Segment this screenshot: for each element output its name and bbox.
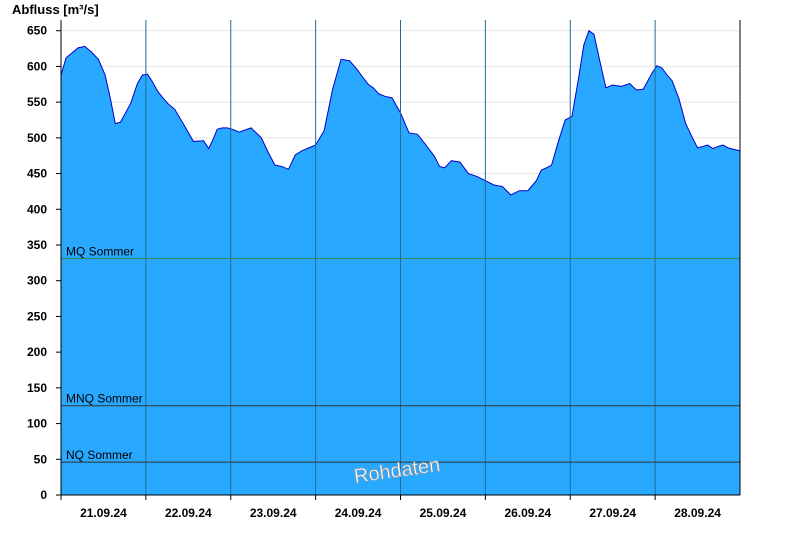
- y-tick-label-350: 350: [27, 238, 47, 252]
- reference-lines: MQ Sommer MNQ Sommer NQ Sommer: [61, 245, 740, 463]
- y-tick-label-400: 400: [27, 202, 47, 216]
- y-tick-label-0: 0: [40, 488, 47, 502]
- reference-label-2: NQ Sommer: [66, 448, 133, 462]
- y-tick-label-500: 500: [27, 131, 47, 145]
- y-tick-label-250: 250: [27, 309, 47, 323]
- x-tick-label-4: 25.09.24: [420, 506, 467, 520]
- reference-label-1: MNQ Sommer: [66, 392, 143, 406]
- day-separators: [145, 20, 656, 495]
- axes: 0 50 100 150 200 250 300 350 400 450 500 550 600 650 2…: [27, 20, 741, 520]
- x-tick-label-5: 26.09.24: [504, 506, 551, 520]
- y-tick-label-50: 50: [34, 452, 48, 466]
- y-axis-label: Abfluss [m³/s]: [12, 2, 99, 17]
- reference-label-0: MQ Sommer: [66, 245, 134, 259]
- x-tick-label-0: 21.09.24: [80, 506, 127, 520]
- x-tick-label-2: 23.09.24: [250, 506, 297, 520]
- y-tick-label-550: 550: [27, 95, 47, 109]
- y-tick-label-100: 100: [27, 417, 47, 431]
- y-tick-label-150: 150: [27, 381, 47, 395]
- x-tick-label-1: 22.09.24: [165, 506, 212, 520]
- y-tick-label-600: 600: [27, 59, 47, 73]
- discharge-line: [60, 29, 741, 196]
- x-tick-label-3: 24.09.24: [335, 506, 382, 520]
- y-tick-label-200: 200: [27, 345, 47, 359]
- y-tick-label-650: 650: [27, 24, 47, 38]
- y-tick-label-300: 300: [27, 274, 47, 288]
- y-tick-label-450: 450: [27, 167, 47, 181]
- x-tick-label-7: 28.09.24: [674, 506, 721, 520]
- x-tick-label-6: 27.09.24: [589, 506, 636, 520]
